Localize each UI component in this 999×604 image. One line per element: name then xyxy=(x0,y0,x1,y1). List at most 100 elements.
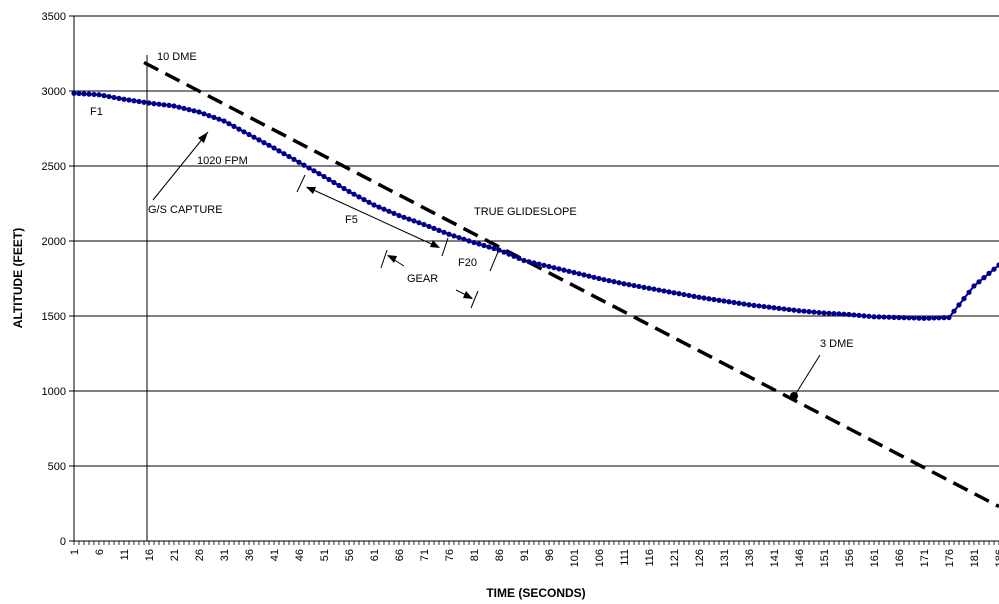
altitude-point xyxy=(91,91,97,98)
altitude-point xyxy=(141,99,147,105)
altitude-point xyxy=(506,251,512,257)
altitude-point xyxy=(721,298,727,304)
x-tick-label: 151 xyxy=(819,549,831,567)
altitude-point xyxy=(956,302,962,308)
altitude-point xyxy=(951,308,957,314)
altitude-point xyxy=(916,315,922,321)
altitude-point xyxy=(601,276,607,283)
altitude-point xyxy=(371,202,377,208)
y-axis-title: ALTITUDE (FEET) xyxy=(11,228,25,328)
altitude-point xyxy=(86,91,92,97)
altitude-point xyxy=(541,262,547,268)
altitude-point xyxy=(286,153,292,160)
glideslope-series xyxy=(143,60,999,509)
x-tick-label: 131 xyxy=(719,549,731,567)
x-tick-label: 126 xyxy=(694,549,706,567)
altitude-point xyxy=(756,303,762,309)
altitude-point xyxy=(761,303,767,310)
x-tick-label: 121 xyxy=(669,549,681,567)
altitude-point xyxy=(161,102,167,108)
altitude-point xyxy=(976,279,982,285)
x-axis-title: TIME (SECONDS) xyxy=(486,586,585,600)
x-tick-label: 31 xyxy=(219,549,231,561)
altitude-point xyxy=(781,306,787,312)
altitude-point xyxy=(896,314,902,321)
altitude-point xyxy=(931,315,937,321)
x-tick-label: 111 xyxy=(619,549,631,566)
altitude-point xyxy=(356,194,362,200)
x-tick-label: 41 xyxy=(269,549,281,561)
altitude-point xyxy=(716,297,722,303)
glideslope-line xyxy=(143,60,999,509)
x-tick-label: 156 xyxy=(844,549,856,567)
altitude-point xyxy=(591,274,597,280)
altitude-point xyxy=(531,260,537,266)
altitude-point xyxy=(276,148,282,154)
altitude-point xyxy=(766,304,772,310)
x-tick-label: 76 xyxy=(444,549,456,561)
altitude-point xyxy=(556,266,562,272)
altitude-point xyxy=(551,265,557,271)
altitude-point xyxy=(451,233,457,239)
x-tick-label: 96 xyxy=(544,549,556,561)
altitude-point xyxy=(226,121,232,127)
gs-capture-arrowhead xyxy=(198,132,208,143)
altitude-point xyxy=(71,90,77,96)
altitude-point xyxy=(651,286,657,292)
x-tick-label: 1 xyxy=(69,549,81,555)
f5-arrowhead-right xyxy=(430,240,440,248)
altitude-point xyxy=(661,288,667,294)
x-tick-label: 101 xyxy=(569,549,581,567)
altitude-point xyxy=(316,171,322,177)
altitude-point xyxy=(126,97,132,103)
altitude-point xyxy=(271,145,277,151)
altitude-point xyxy=(856,312,862,318)
y-tick-label: 500 xyxy=(48,461,66,473)
altitude-point xyxy=(461,236,467,242)
altitude-point xyxy=(821,310,827,316)
x-tick-label: 81 xyxy=(469,549,481,561)
altitude-point xyxy=(116,95,122,101)
altitude-point xyxy=(516,255,522,261)
x-tick-label: 116 xyxy=(644,549,656,567)
altitude-point xyxy=(341,185,347,192)
altitude-point xyxy=(641,284,647,290)
altitude-point xyxy=(941,315,947,321)
altitude-point xyxy=(511,253,517,259)
gridlines xyxy=(74,15,999,467)
x-tick-label: 186 xyxy=(994,549,999,567)
altitude-point xyxy=(576,271,582,277)
altitude-point xyxy=(711,296,717,303)
altitude-point xyxy=(911,315,917,321)
altitude-point xyxy=(811,309,817,315)
altitude-point xyxy=(961,296,967,302)
altitude-point xyxy=(196,109,202,115)
altitude-point xyxy=(491,245,497,252)
altitude-point xyxy=(136,98,142,105)
y-tick-label: 0 xyxy=(60,536,66,548)
altitude-point xyxy=(846,311,852,318)
three-dme-marker xyxy=(790,392,798,400)
altitude-point xyxy=(676,291,682,297)
altitude-point xyxy=(936,315,942,321)
altitude-point xyxy=(171,103,177,109)
y-tick-label: 1000 xyxy=(42,386,66,398)
altitude-point xyxy=(701,295,707,301)
altitude-point xyxy=(981,275,987,281)
altitude-point xyxy=(876,314,882,320)
altitude-point xyxy=(741,301,747,307)
altitude-point xyxy=(546,263,552,270)
altitude-point xyxy=(146,100,152,106)
altitude-point xyxy=(921,315,927,321)
altitude-point xyxy=(306,165,312,171)
altitude-point xyxy=(521,257,527,264)
altitude-point xyxy=(311,168,317,174)
altitude-point xyxy=(216,116,222,122)
altitude-point xyxy=(391,210,397,216)
altitude-point xyxy=(166,102,172,108)
altitude-point xyxy=(621,281,627,287)
altitude-point xyxy=(831,311,837,317)
altitude-point xyxy=(231,123,237,129)
gs-capture-label: G/S CAPTURE xyxy=(148,204,223,216)
altitude-point xyxy=(771,305,777,311)
